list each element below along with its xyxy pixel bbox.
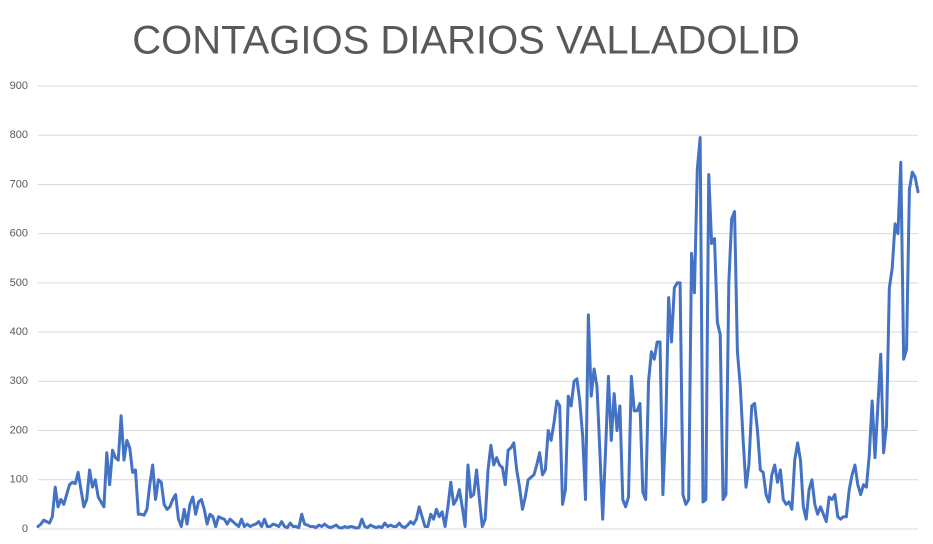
y-tick-label: 0: [22, 523, 28, 535]
data-line: [36, 136, 920, 530]
y-tick-label: 400: [10, 326, 28, 338]
y-tick-label: 700: [10, 178, 28, 190]
y-tick-label: 300: [10, 375, 28, 387]
y-tick-label: 500: [10, 277, 28, 289]
y-tick-label: 600: [10, 228, 28, 240]
y-tick-label: 200: [10, 424, 28, 436]
y-tick-label: 900: [10, 80, 28, 92]
y-tick-label: 800: [10, 129, 28, 141]
chart-title: CONTAGIOS DIARIOS VALLADOLID: [132, 19, 800, 63]
y-tick-label: 100: [10, 474, 28, 486]
